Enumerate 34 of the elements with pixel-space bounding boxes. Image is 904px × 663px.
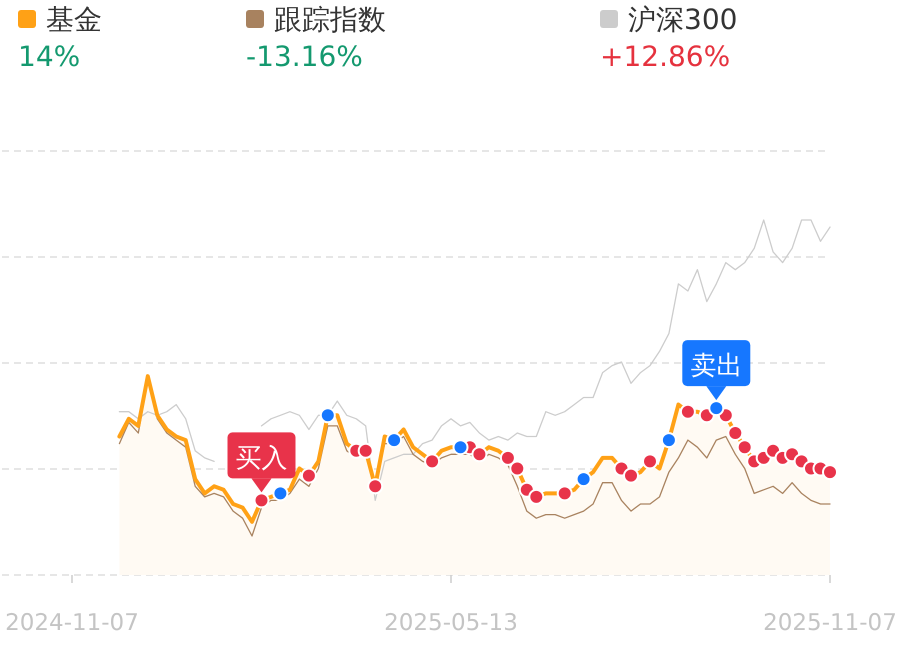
text: +12.86% <box>600 40 730 73</box>
point <box>822 464 838 480</box>
point <box>386 432 402 448</box>
point <box>367 478 384 494</box>
point <box>642 453 658 470</box>
point <box>471 446 488 462</box>
legend-label: 跟踪指数 <box>274 3 386 36</box>
point <box>300 468 317 484</box>
annotation: 买入 <box>236 443 288 474</box>
point <box>509 460 526 476</box>
point <box>727 425 744 441</box>
point <box>358 442 374 459</box>
point <box>320 407 336 424</box>
point <box>736 439 753 456</box>
legend-label: 沪深300 <box>628 3 738 36</box>
annotation: 卖出 <box>690 351 742 382</box>
point <box>500 450 516 466</box>
point <box>272 485 288 502</box>
point <box>576 471 592 488</box>
point <box>528 488 544 505</box>
point <box>452 439 468 456</box>
text: -13.16% <box>246 40 363 73</box>
text: 14% <box>18 40 80 73</box>
x-tick-label: 2024-11-07 <box>5 610 139 636</box>
point <box>660 432 677 448</box>
legend-label: 基金 <box>46 3 102 36</box>
point <box>708 400 724 416</box>
point <box>680 404 696 420</box>
point <box>556 485 573 502</box>
point <box>254 492 270 508</box>
point <box>424 453 440 470</box>
x-tick-label: 2025-11-07 <box>763 610 897 636</box>
x-tick-label: 2025-05-13 <box>384 610 518 636</box>
point <box>623 468 639 484</box>
